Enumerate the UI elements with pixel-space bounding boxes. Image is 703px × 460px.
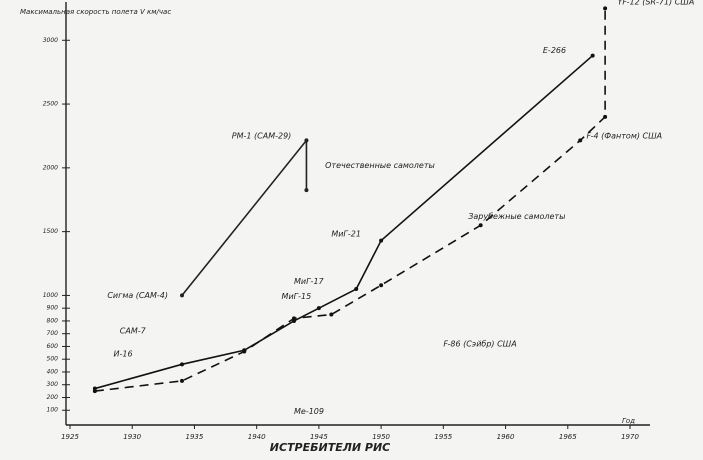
point bbox=[379, 283, 384, 288]
point bbox=[180, 362, 184, 367]
series-line bbox=[94, 8, 606, 392]
point bbox=[316, 306, 321, 311]
y-tick-label: 500 bbox=[47, 356, 59, 363]
x-tick-label: 1935 bbox=[186, 433, 204, 441]
x-axis-label: Год bbox=[622, 417, 635, 425]
y-tick-label: 600 bbox=[47, 343, 59, 350]
annotation: Ме-109 bbox=[294, 407, 324, 416]
y-tick-label: 900 bbox=[47, 305, 59, 312]
x-tick-label: 1970 bbox=[621, 433, 639, 441]
x-tick-label: 1925 bbox=[61, 433, 79, 441]
point bbox=[354, 287, 359, 292]
x-tick-label: 1945 bbox=[310, 433, 328, 441]
y-tick-label: 200 bbox=[47, 394, 59, 401]
y-tick-label: 400 bbox=[47, 368, 59, 375]
annotation: МиГ-17 bbox=[294, 277, 325, 286]
point bbox=[92, 389, 97, 394]
y-axis-label: Максимальная скорость полета V км/час bbox=[20, 8, 171, 16]
point bbox=[578, 138, 583, 143]
annotation: Отечественные самолеты bbox=[325, 161, 435, 170]
point bbox=[304, 188, 309, 193]
point bbox=[292, 316, 296, 321]
point bbox=[603, 6, 608, 11]
annotation: YF-12 (SR-71) США bbox=[618, 0, 695, 7]
point bbox=[603, 114, 608, 119]
y-tick-label: 300 bbox=[47, 381, 59, 388]
point bbox=[180, 293, 184, 298]
annotation: И-16 bbox=[114, 350, 133, 359]
series-line bbox=[181, 138, 308, 296]
x-tick-label: 1955 bbox=[434, 433, 452, 441]
point bbox=[590, 53, 595, 58]
annotation: МиГ-21 bbox=[331, 230, 361, 239]
chart-title: ИСТРЕБИТЕЛИ РИС bbox=[270, 441, 390, 454]
annotation: РМ-1 (САМ-29) bbox=[232, 131, 292, 140]
annotation: САМ-7 bbox=[120, 327, 147, 336]
point bbox=[478, 223, 483, 228]
series-line bbox=[94, 54, 594, 390]
x-tick-label: 1950 bbox=[372, 433, 390, 441]
point bbox=[304, 138, 309, 143]
point bbox=[329, 312, 334, 317]
annotation: F-4 (Фантом) США bbox=[586, 131, 662, 140]
annotation: Зарубежные самолеты bbox=[468, 212, 565, 221]
annotation: Сигма (САМ-4) bbox=[107, 291, 168, 300]
annotation: МиГ-15 bbox=[282, 292, 312, 301]
y-tick-label: 700 bbox=[47, 330, 59, 337]
x-tick-label: 1960 bbox=[497, 433, 515, 441]
y-tick-label: 3000 bbox=[43, 37, 58, 44]
point bbox=[180, 378, 184, 383]
point bbox=[379, 238, 384, 243]
x-tick-label: 1965 bbox=[559, 433, 577, 441]
annotation: Е-266 bbox=[543, 46, 566, 55]
annotation: F-86 (Сэйбр) США bbox=[443, 339, 516, 348]
y-tick-label: 100 bbox=[47, 407, 59, 414]
y-tick-label: 1500 bbox=[43, 228, 58, 235]
y-tick-label: 800 bbox=[47, 317, 59, 324]
point bbox=[242, 349, 247, 354]
x-tick-label: 1940 bbox=[248, 433, 266, 441]
y-tick-label: 2500 bbox=[43, 101, 58, 108]
x-tick-label: 1930 bbox=[123, 433, 141, 441]
y-tick-label: 1000 bbox=[43, 292, 58, 299]
y-tick-label: 2000 bbox=[43, 164, 58, 171]
